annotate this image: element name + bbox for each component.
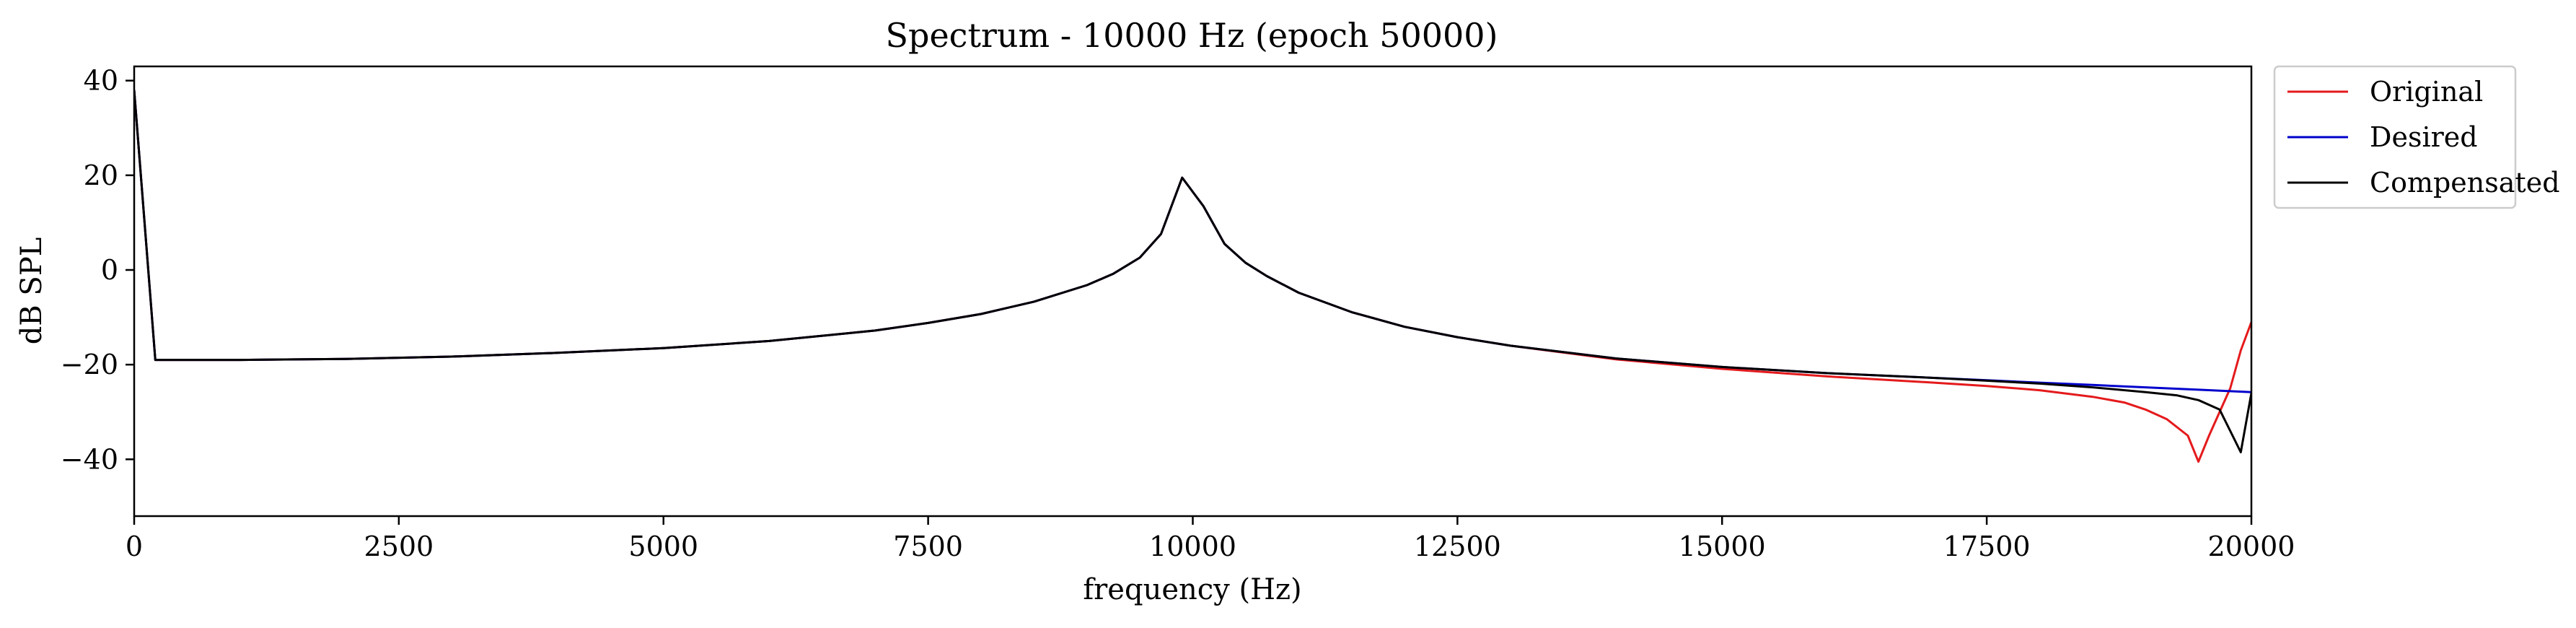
legend: Original Desired Compensated — [2273, 65, 2560, 209]
series-layer — [134, 90, 2251, 463]
legend-label-desired: Desired — [2370, 121, 2478, 153]
y-tick-label: 0 — [101, 254, 118, 286]
x-tick-label: 20000 — [2208, 531, 2295, 562]
legend-label-original: Original — [2370, 76, 2483, 108]
y-tick-label: 40 — [84, 65, 118, 97]
x-axis-label: frequency (Hz) — [1083, 573, 1301, 606]
plot-area — [133, 65, 2253, 518]
x-tick-label: 12500 — [1414, 531, 1501, 562]
x-tick-label: 7500 — [893, 531, 963, 562]
x-tick-label: 10000 — [1149, 531, 1236, 562]
y-tick-label: 20 — [84, 160, 118, 191]
legend-label-compensated: Compensated — [2370, 167, 2560, 199]
x-tick-label: 5000 — [628, 531, 698, 562]
x-axis-ticks: 0 2500 5000 7500 10000 12500 15000 17500 20000 — [126, 516, 2295, 562]
x-tick-label: 0 — [126, 531, 143, 562]
y-axis-ticks: 40 20 0 −20 −40 — [61, 65, 134, 475]
y-tick-label: −40 — [61, 443, 118, 475]
chart-title: Spectrum - 10000 Hz (epoch 50000) — [886, 16, 1498, 55]
y-tick-label: −20 — [61, 349, 118, 380]
x-tick-label: 15000 — [1679, 531, 1766, 562]
x-tick-label: 17500 — [1943, 531, 2031, 562]
y-axis-label: dB SPL — [15, 237, 48, 345]
x-tick-label: 2500 — [364, 531, 434, 562]
series-line-compensated — [134, 90, 2251, 453]
legend-frame — [2273, 65, 2517, 209]
